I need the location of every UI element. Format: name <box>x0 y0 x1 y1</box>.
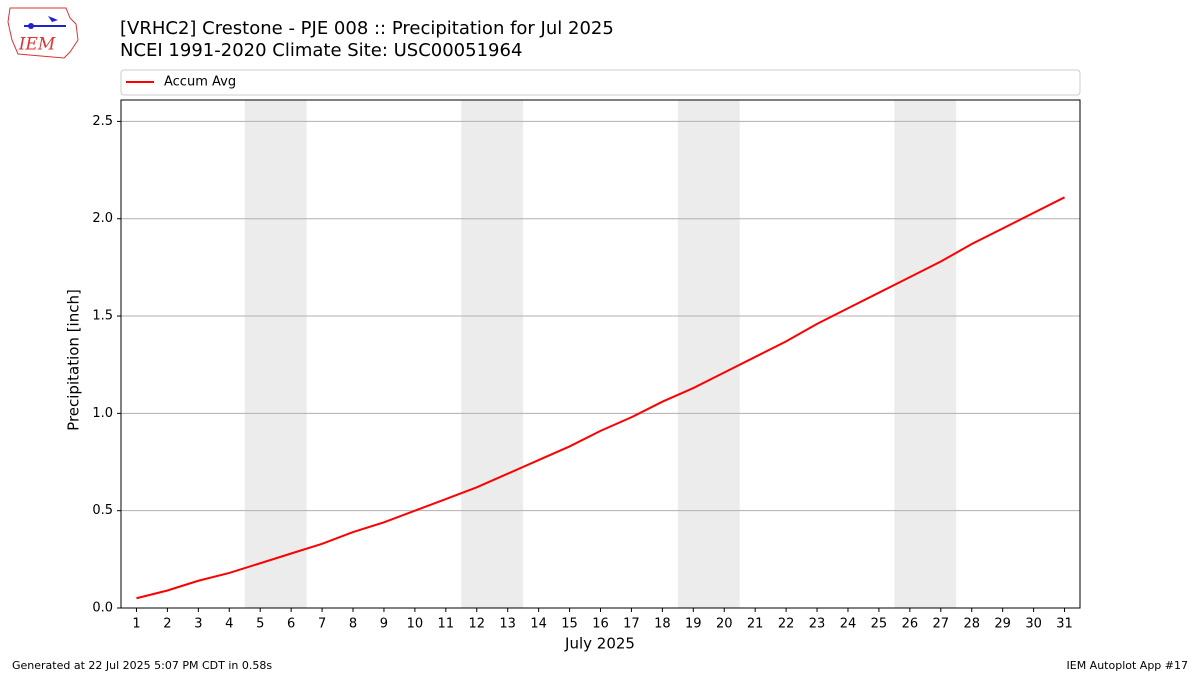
x-tick-label: 10 <box>407 617 424 632</box>
x-tick-label: 3 <box>194 617 202 632</box>
x-tick-label: 23 <box>809 617 826 632</box>
y-tick-label: 2.0 <box>92 211 113 226</box>
footer-left: Generated at 22 Jul 2025 5:07 PM CDT in … <box>12 659 272 672</box>
x-tick-label: 21 <box>747 617 764 632</box>
logo: IEM <box>7 7 79 59</box>
x-tick-label: 28 <box>963 617 980 632</box>
x-tick-label: 4 <box>225 617 233 632</box>
x-axis-label: July 2025 <box>564 635 635 653</box>
logo-vane <box>48 16 58 22</box>
x-tick-label: 8 <box>349 617 357 632</box>
legend-label: Accum Avg <box>164 75 236 90</box>
x-tick-label: 24 <box>840 617 857 632</box>
y-tick-label: 1.0 <box>92 406 113 421</box>
plot-frame <box>120 99 1081 609</box>
chart-title: [VRHC2] Crestone - PJE 008 :: Precipitat… <box>120 18 614 39</box>
x-tick-label: 14 <box>530 617 547 632</box>
x-tick-label: 6 <box>287 617 295 632</box>
y-tick-label: 2.5 <box>92 114 113 129</box>
x-tick-label: 26 <box>902 617 919 632</box>
y-tick-label: 0.0 <box>92 601 113 616</box>
legend-box <box>120 69 1081 96</box>
logo-outline <box>7 7 79 59</box>
logo-text: IEM <box>18 35 56 55</box>
x-tick-label: 12 <box>468 617 485 632</box>
weekend-band <box>461 100 524 608</box>
x-tick-label: 7 <box>318 617 326 632</box>
x-tick-label: 31 <box>1056 617 1073 632</box>
y-tick-label: 0.5 <box>92 503 113 518</box>
x-tick-label: 30 <box>1025 617 1042 632</box>
x-tick-label: 15 <box>561 617 578 632</box>
x-tick-label: 29 <box>994 617 1011 632</box>
chart-subtitle: NCEI 1991-2020 Climate Site: USC00051964 <box>120 40 522 61</box>
x-tick-label: 18 <box>654 617 671 632</box>
weekend-band <box>677 100 740 608</box>
x-tick-label: 1 <box>132 617 140 632</box>
x-tick-label: 13 <box>499 617 516 632</box>
x-tick-label: 22 <box>778 617 795 632</box>
footer-right: IEM Autoplot App #17 <box>1067 659 1189 672</box>
x-tick-label: 19 <box>685 617 702 632</box>
y-axis-label: Precipitation [inch] <box>65 289 83 431</box>
x-tick-label: 27 <box>933 617 950 632</box>
x-tick-label: 11 <box>438 617 455 632</box>
x-tick-label: 20 <box>716 617 733 632</box>
x-tick-label: 25 <box>871 617 888 632</box>
x-tick-label: 5 <box>256 617 264 632</box>
x-tick-label: 17 <box>623 617 640 632</box>
logo-dot <box>28 23 34 29</box>
series-line <box>136 196 1065 600</box>
weekend-band <box>244 100 307 608</box>
weekend-band <box>894 100 957 608</box>
x-tick-label: 2 <box>163 617 171 632</box>
x-tick-label: 9 <box>380 617 388 632</box>
x-tick-label: 16 <box>592 617 609 632</box>
y-tick-label: 1.5 <box>92 309 113 324</box>
